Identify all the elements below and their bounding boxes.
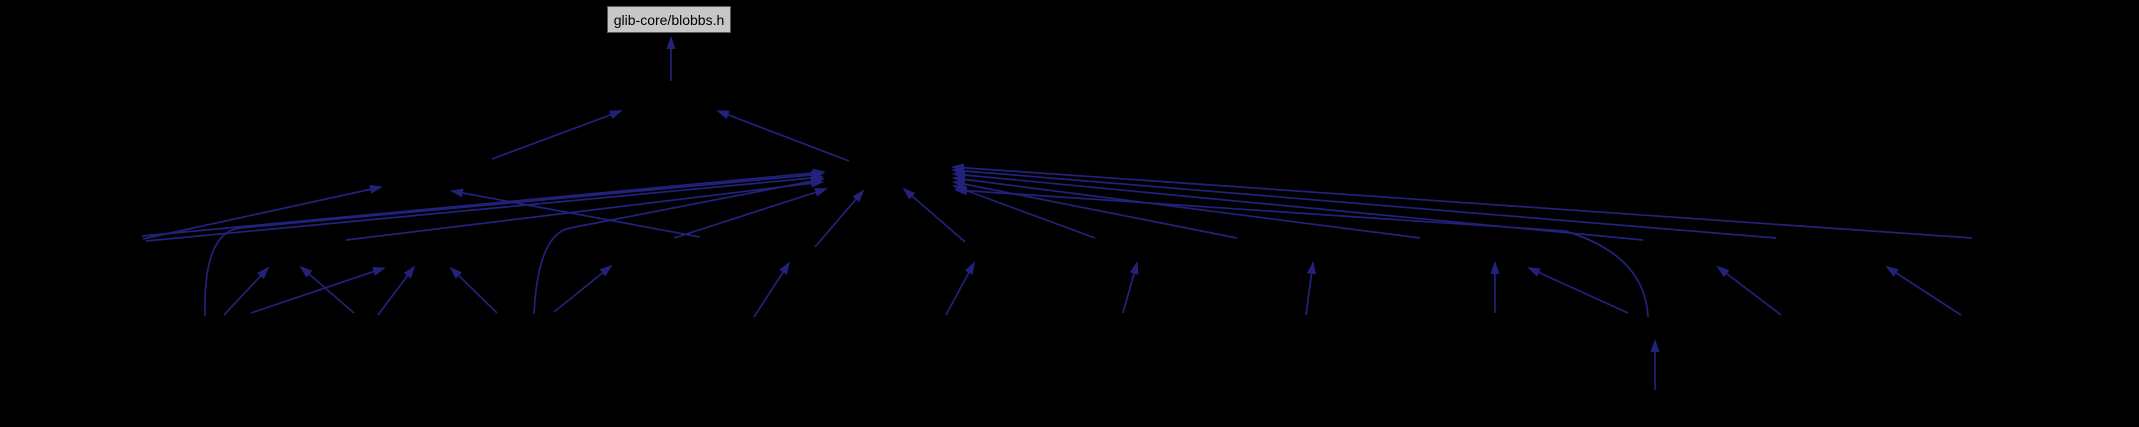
- dependency-edge: [141, 168, 826, 237]
- node-label: glib-core/blobbs.h: [613, 11, 725, 28]
- dependency-edge: [450, 188, 701, 238]
- dependency-edge: [1527, 267, 1629, 314]
- dependency-edge: [223, 266, 270, 316]
- dependency-edge: [553, 264, 613, 313]
- dependency-edge: [814, 189, 865, 248]
- dependency-edge: [753, 261, 791, 318]
- dependency-edge: [952, 179, 1238, 239]
- dependency-edge: [902, 187, 966, 243]
- dependency-edge: [250, 267, 386, 314]
- dependency-edge: [299, 265, 355, 314]
- dependency-edge: [1716, 265, 1782, 316]
- dependency-edge-curved: [533, 176, 825, 315]
- dependency-edge: [952, 185, 1096, 239]
- dependency-edge: [716, 110, 850, 162]
- dependency-edge: [1305, 261, 1316, 316]
- node-glib-core-blobbs-h: glib-core/blobbs.h: [607, 6, 731, 33]
- dependency-edge: [345, 178, 824, 241]
- dependency-edge: [951, 163, 1973, 239]
- dependency-edge-curved: [204, 170, 824, 317]
- dependency-edge: [952, 174, 1421, 239]
- dependency-edge: [1885, 265, 1962, 316]
- dependency-edge-curved: [954, 186, 1649, 318]
- dependency-edge: [377, 265, 416, 316]
- dependency-edge: [491, 110, 623, 160]
- dependency-edge: [951, 166, 1777, 239]
- dependency-edge: [1122, 261, 1139, 314]
- dependency-edge: [142, 184, 383, 240]
- dependency-edge: [145, 173, 824, 242]
- dependency-edge: [449, 266, 498, 314]
- dependency-edge: [945, 261, 975, 316]
- dependency-edge: [673, 188, 828, 239]
